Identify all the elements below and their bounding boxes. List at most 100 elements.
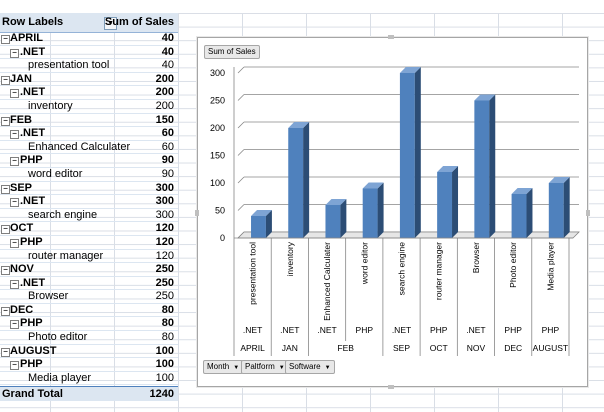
x-platform-label: .NET xyxy=(243,325,262,335)
pivot-row[interactable]: − .NET 300 xyxy=(0,195,178,209)
bar-side xyxy=(452,166,459,238)
grand-total-row[interactable]: Grand Total 1240 xyxy=(0,386,178,401)
chart-resize-handle-top[interactable] xyxy=(388,35,394,39)
month-field-button[interactable]: Month ▼ xyxy=(203,360,244,374)
y-tick-label: 200 xyxy=(210,123,225,133)
chart-resize-handle-bottom[interactable] xyxy=(388,385,394,389)
gridline-side xyxy=(237,149,245,156)
bar-side xyxy=(414,67,421,238)
x-month-label: NOV xyxy=(467,343,486,353)
pivot-row[interactable]: − PHP 90 xyxy=(0,154,178,168)
pivot-row-value: 250 xyxy=(155,263,174,276)
pivot-row-value: 150 xyxy=(155,113,174,126)
pivot-row[interactable]: − SEP 300 xyxy=(0,182,178,196)
x-category-label: Photo editor xyxy=(508,242,518,288)
pivot-row[interactable]: Enhanced Calculater 60 xyxy=(0,141,178,155)
collapse-icon[interactable]: − xyxy=(1,266,10,276)
pivot-row-label: .NET xyxy=(20,195,46,208)
collapse-icon[interactable]: − xyxy=(10,89,19,99)
pivot-rows: − APRIL 40− .NET 40 presentation tool 40− JAN 20… xyxy=(0,32,178,386)
pivot-row-value: 90 xyxy=(161,167,174,180)
values-field-button[interactable]: Sum of Sales xyxy=(204,45,260,59)
pivot-row-label: APRIL xyxy=(10,32,43,44)
grand-total-value: 1240 xyxy=(149,388,174,400)
pivot-row[interactable]: − JAN 200 xyxy=(0,73,178,87)
x-platform-label: .NET xyxy=(392,325,411,335)
collapse-icon[interactable]: − xyxy=(1,35,10,44)
gridline-side xyxy=(237,121,245,129)
pivot-row-value: 80 xyxy=(161,303,174,316)
x-category-label: inventory xyxy=(285,241,295,276)
pivot-chart[interactable]: Sum of Sales 0 50 100 150 200 250 300 presentat… xyxy=(195,35,590,389)
pivot-row[interactable]: − .NET 60 xyxy=(0,127,178,141)
bar xyxy=(437,172,453,238)
collapse-icon[interactable]: − xyxy=(10,238,19,248)
row-labels-header[interactable]: Row Labels xyxy=(2,16,64,28)
collapse-icon[interactable]: − xyxy=(10,198,19,208)
sum-of-sales-header[interactable]: Sum of Sales xyxy=(104,16,174,28)
bar-side xyxy=(265,210,272,238)
collapse-icon[interactable]: − xyxy=(1,116,10,126)
pivot-row[interactable]: − .NET 200 xyxy=(0,86,178,100)
pivot-row[interactable]: − .NET 40 xyxy=(0,46,178,60)
pivot-row[interactable]: Photo editor 80 xyxy=(0,331,178,345)
pivot-row[interactable]: − APRIL 40 xyxy=(0,32,178,46)
chevron-down-icon: ▼ xyxy=(233,365,240,371)
pivot-row-label: JAN xyxy=(10,72,33,85)
platform-field-button[interactable]: Paltform ▼ xyxy=(241,360,289,374)
y-tick-label: 300 xyxy=(210,68,225,78)
pivot-row[interactable]: router manager 120 xyxy=(0,250,178,264)
pivot-row-label: Media player xyxy=(28,371,91,384)
x-category-label: presentation tool xyxy=(248,242,258,305)
pivot-row-value: 60 xyxy=(161,140,174,153)
pivot-row[interactable]: Media player 100 xyxy=(0,372,178,386)
pivot-row[interactable]: − PHP 120 xyxy=(0,236,178,250)
pivot-row[interactable]: − PHP 80 xyxy=(0,317,178,332)
y-tick-label: 100 xyxy=(210,178,225,188)
gridline-side xyxy=(237,94,245,101)
collapse-icon[interactable]: − xyxy=(10,157,19,167)
chevron-down-icon: ▼ xyxy=(324,365,331,371)
bar xyxy=(325,205,341,238)
collapse-icon[interactable]: − xyxy=(10,320,19,330)
software-field-button[interactable]: Software ▼ xyxy=(285,360,335,374)
pivot-row[interactable]: − FEB 150 xyxy=(0,114,178,128)
pivot-row-label: PHP xyxy=(20,154,43,167)
collapse-icon[interactable]: − xyxy=(1,306,10,316)
bar-top xyxy=(251,210,272,216)
pivot-row[interactable]: − AUGUST 100 xyxy=(0,345,178,359)
bar-side xyxy=(563,177,570,238)
chart-resize-handle-right[interactable] xyxy=(586,210,590,216)
collapse-icon[interactable]: − xyxy=(1,347,10,357)
pivot-row-label: AUGUST xyxy=(10,344,57,357)
pivot-row[interactable]: presentation tool 40 xyxy=(0,59,178,73)
pivot-row[interactable]: inventory 200 xyxy=(0,100,178,114)
collapse-icon[interactable]: − xyxy=(10,279,19,289)
pivot-row-value: 80 xyxy=(161,331,174,344)
collapse-icon[interactable]: − xyxy=(1,184,10,194)
pivot-row[interactable]: − NOV 250 xyxy=(0,263,178,277)
pivot-row[interactable]: − PHP 100 xyxy=(0,358,178,372)
collapse-icon[interactable]: − xyxy=(1,75,10,85)
pivot-row[interactable]: word editor 90 xyxy=(0,168,178,182)
collapse-icon[interactable]: − xyxy=(10,130,19,140)
pivot-row-label: .NET xyxy=(20,276,46,289)
filter-dropdown-icon[interactable]: ▼ xyxy=(104,17,117,30)
pivot-row[interactable]: − .NET 250 xyxy=(0,277,178,291)
pivot-row[interactable]: search engine 300 xyxy=(0,209,178,223)
x-category-label: Browser xyxy=(471,242,481,273)
chart-resize-handle-left[interactable] xyxy=(195,210,199,216)
collapse-icon[interactable]: − xyxy=(1,225,10,235)
collapse-icon[interactable]: − xyxy=(10,361,19,371)
pivot-row-value: 250 xyxy=(155,276,174,289)
pivot-row[interactable]: − OCT 120 xyxy=(0,222,178,236)
x-platform-label: PHP xyxy=(542,325,560,335)
x-month-label: DEC xyxy=(504,343,522,353)
bar xyxy=(548,183,564,238)
collapse-icon[interactable]: − xyxy=(10,48,19,58)
pivot-row-value: 40 xyxy=(161,32,174,44)
pivot-row[interactable]: Browser 250 xyxy=(0,290,178,304)
chevron-down-icon: ▼ xyxy=(278,365,285,371)
pivot-row[interactable]: − DEC 80 xyxy=(0,304,178,318)
gridline-side xyxy=(237,66,245,74)
